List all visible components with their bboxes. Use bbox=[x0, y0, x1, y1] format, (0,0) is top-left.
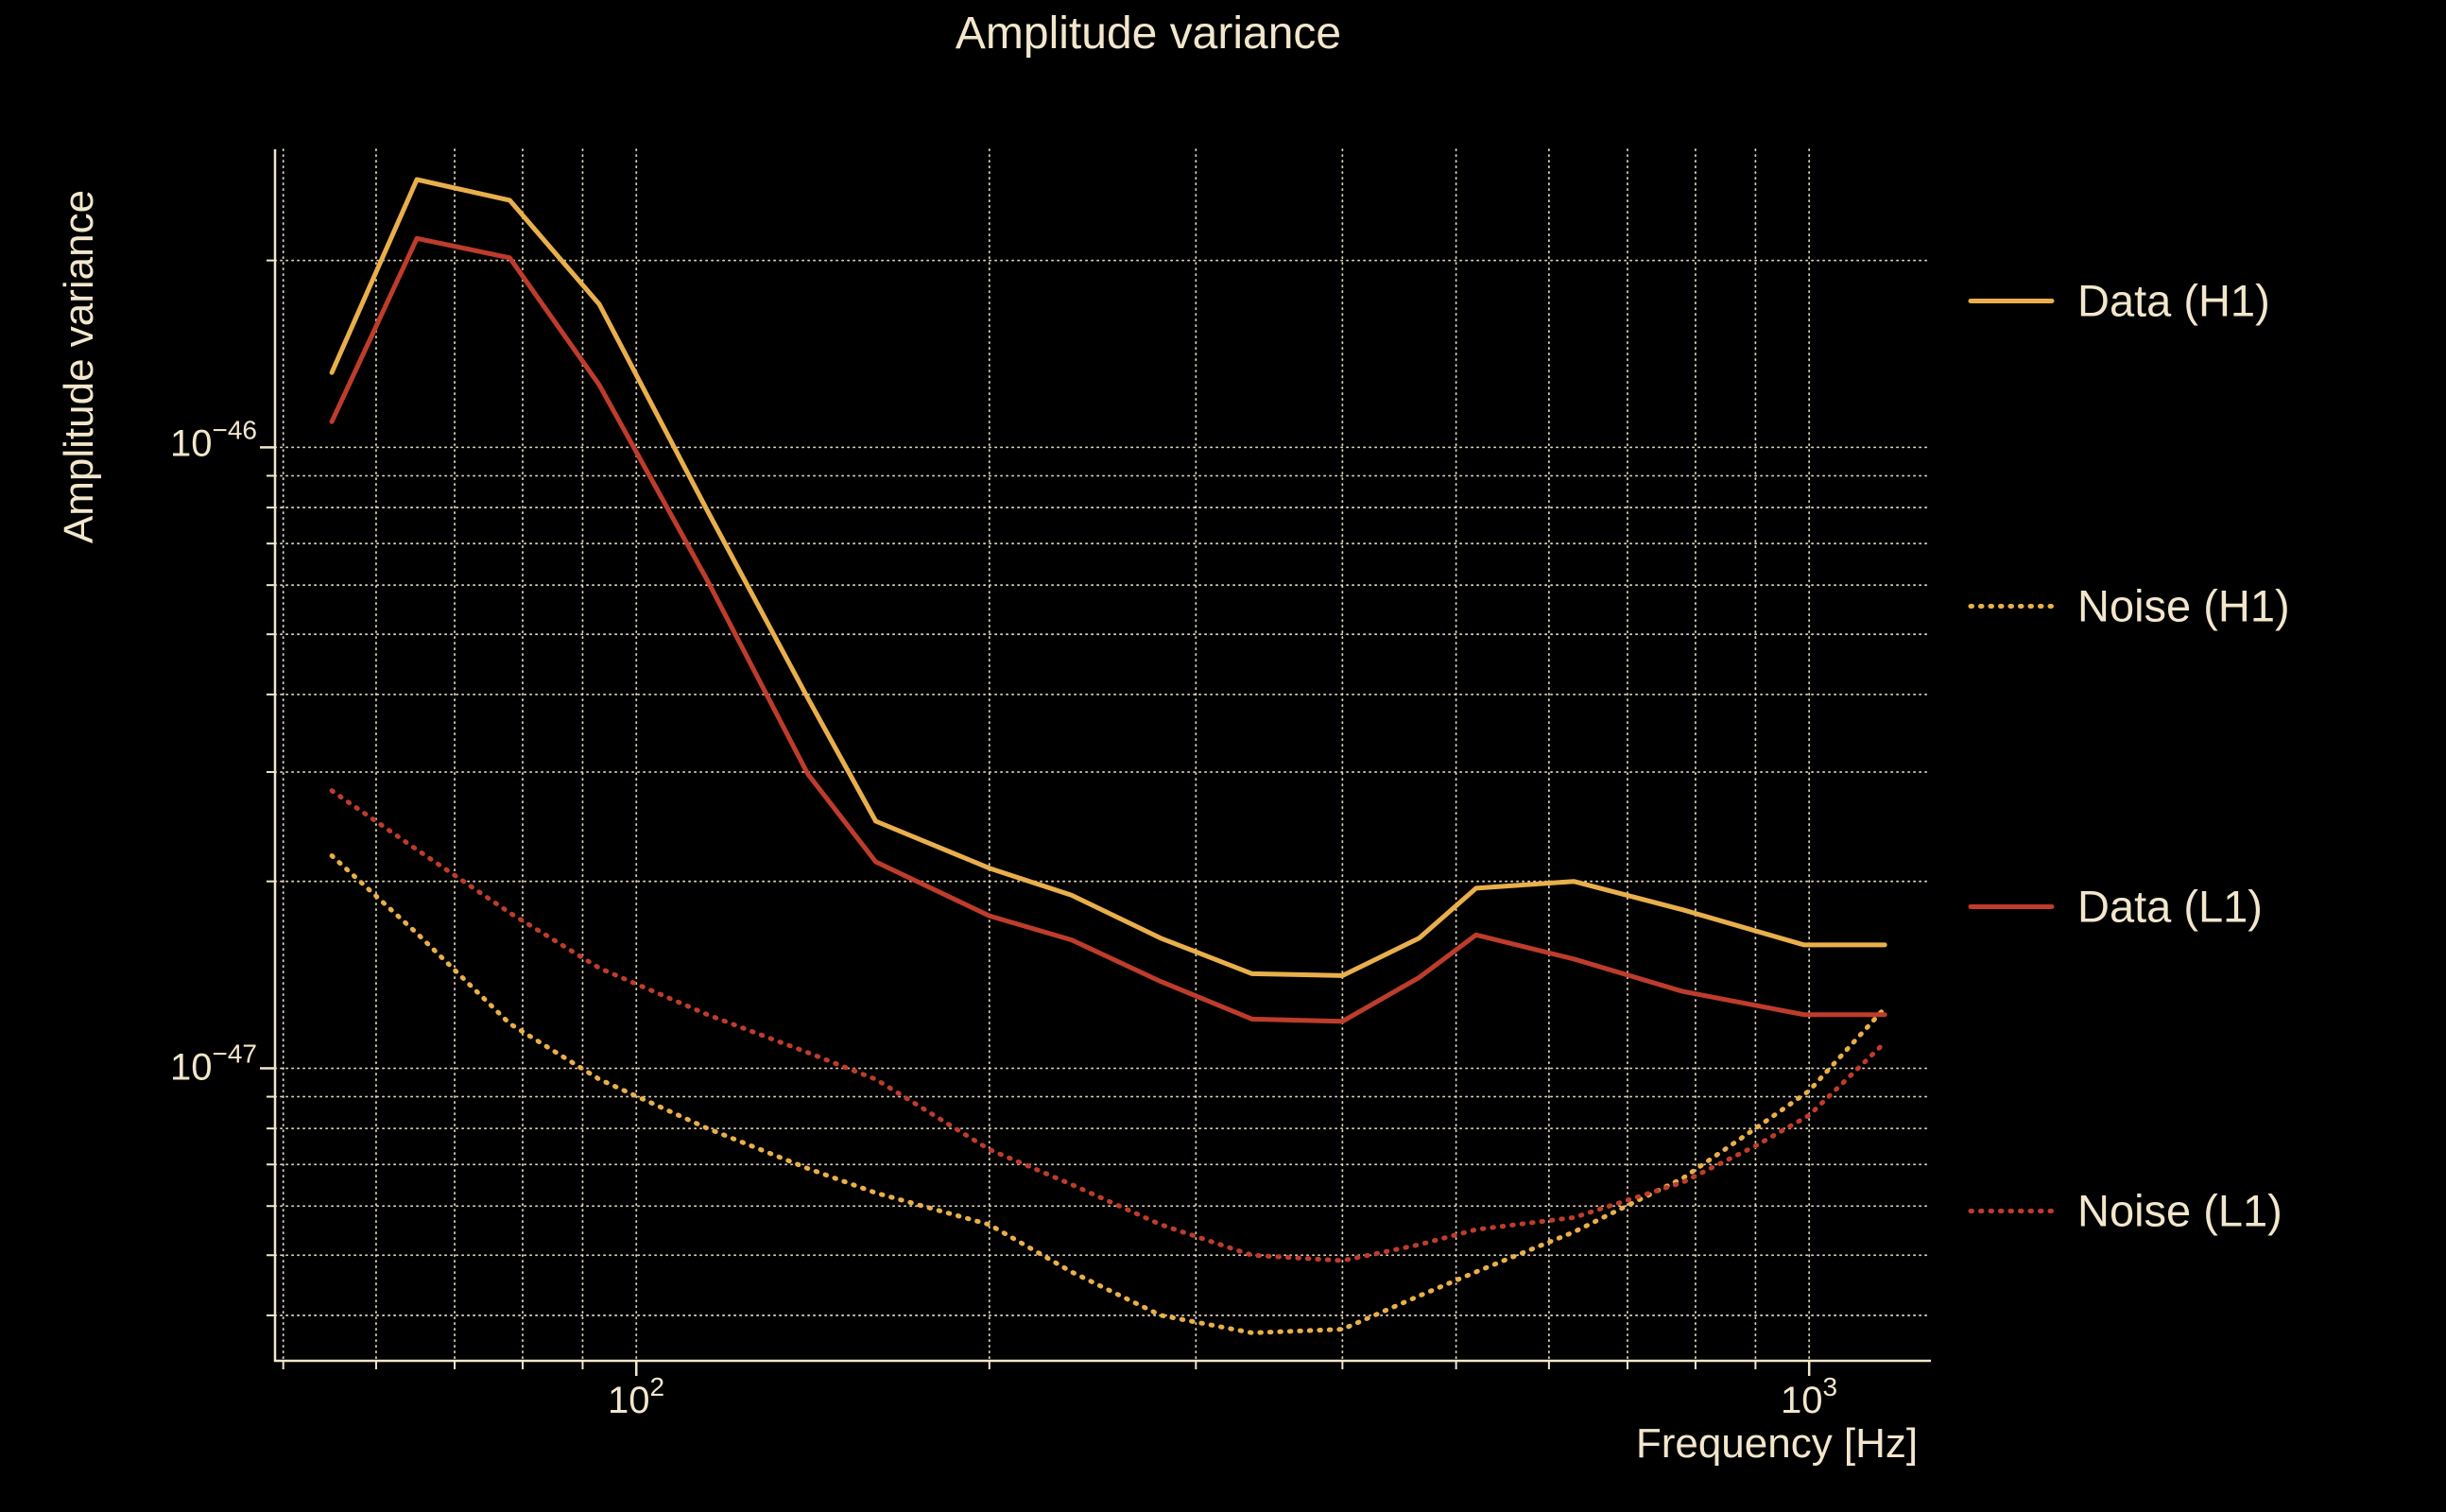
y-tick-label-1e-46: 10−46 bbox=[170, 417, 257, 466]
x-tick-base: 10 bbox=[607, 1380, 650, 1421]
x-tick-label-100: 102 bbox=[607, 1374, 664, 1422]
y-tick-base: 10 bbox=[170, 422, 213, 465]
y-axis-label: Amplitude variance bbox=[56, 189, 102, 544]
legend-entry-data-l1: Data (L1) bbox=[1968, 881, 2263, 933]
y-tick-base: 10 bbox=[170, 1046, 213, 1089]
legend-label-noise-h1: Noise (H1) bbox=[2077, 580, 2290, 631]
legend-line-noise-l1-icon bbox=[1968, 1208, 2055, 1213]
legend-label-noise-l1: Noise (L1) bbox=[2077, 1185, 2282, 1236]
legend-line-noise-h1-icon bbox=[1968, 603, 2055, 609]
legend-label-data-l1: Data (L1) bbox=[2077, 881, 2263, 932]
x-tick-exponent: 2 bbox=[649, 1372, 665, 1401]
legend-entry-data-h1: Data (H1) bbox=[1968, 275, 2270, 327]
legend-entry-noise-h1: Noise (H1) bbox=[1968, 580, 2290, 632]
y-tick-exponent: −47 bbox=[212, 1039, 258, 1069]
legend-line-data-l1-icon bbox=[1968, 903, 2055, 909]
y-tick-exponent: −46 bbox=[212, 415, 258, 445]
legend-line-data-h1-icon bbox=[1968, 298, 2055, 303]
x-axis-label: Frequency [Hz] bbox=[1635, 1420, 1919, 1467]
x-tick-label-1000: 103 bbox=[1780, 1374, 1837, 1422]
x-tick-exponent: 3 bbox=[1822, 1372, 1838, 1401]
y-tick-label-1e-47: 10−47 bbox=[170, 1040, 257, 1090]
legend-entry-noise-l1: Noise (L1) bbox=[1968, 1185, 2282, 1237]
x-tick-base: 10 bbox=[1780, 1380, 1823, 1421]
legend-label-data-h1: Data (H1) bbox=[2077, 275, 2270, 326]
chart-title: Amplitude variance bbox=[955, 9, 1342, 59]
